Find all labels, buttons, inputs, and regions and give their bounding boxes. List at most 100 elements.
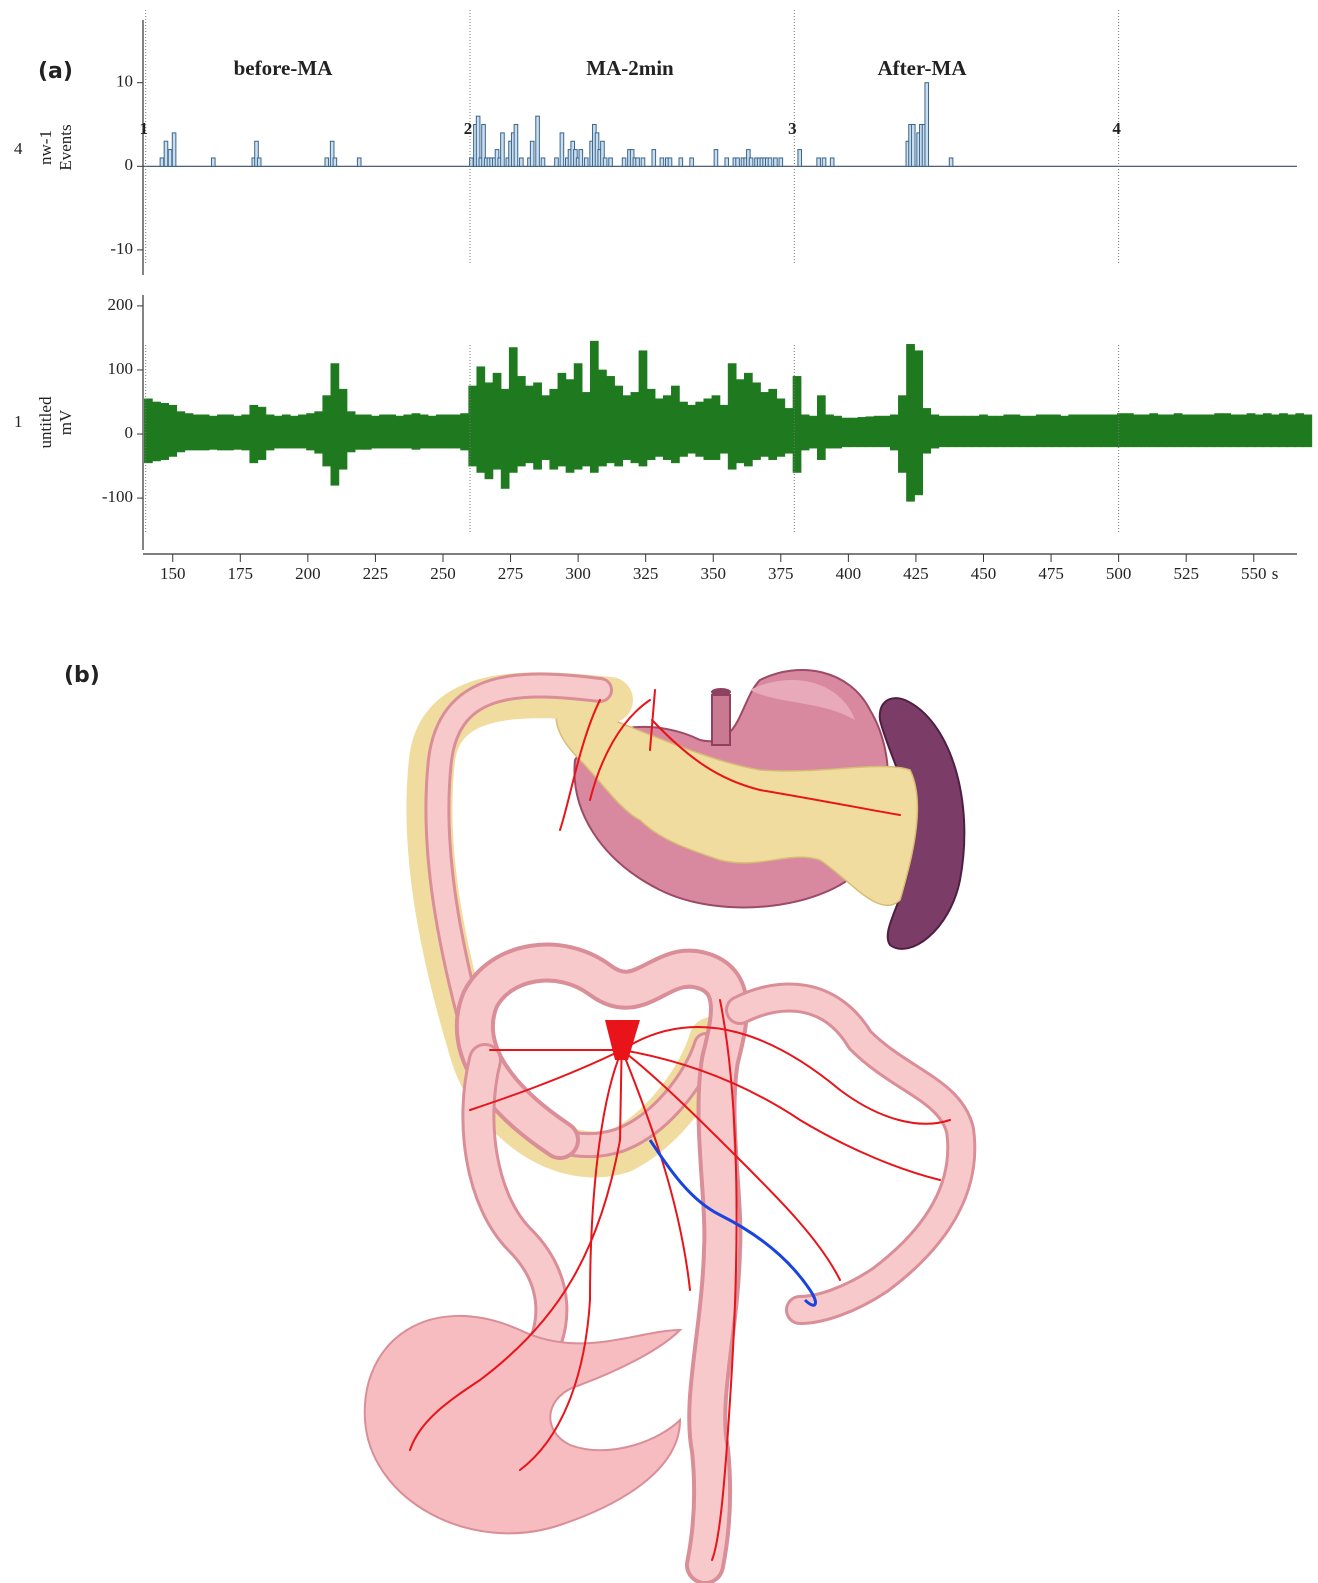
signal-range	[1044, 414, 1053, 448]
signal-range	[565, 379, 575, 473]
signal-range	[962, 415, 972, 448]
y-tick-label: 10	[116, 72, 133, 91]
event-bar	[356, 157, 362, 167]
signal-range	[906, 344, 915, 502]
signal-range	[160, 402, 169, 460]
signal-range	[517, 376, 526, 467]
channel-number: 4	[14, 139, 23, 158]
signal-range	[898, 395, 907, 473]
y-axis-label: Events	[56, 124, 75, 170]
signal-range	[865, 416, 875, 448]
signal-range	[1084, 414, 1094, 448]
signal-range	[1019, 415, 1029, 448]
signal-range	[589, 340, 599, 473]
signal-range	[152, 401, 161, 462]
signal-range	[508, 347, 518, 473]
event-bar	[748, 157, 754, 167]
signal-range	[914, 350, 923, 496]
signal-range	[1206, 414, 1215, 448]
signal-range	[735, 379, 745, 464]
signal-range	[1108, 414, 1118, 448]
signal-range	[1295, 413, 1305, 448]
signal-range	[1181, 414, 1191, 448]
panel-label: (a)	[38, 59, 73, 84]
event-bar	[475, 115, 481, 167]
signal-range	[225, 414, 234, 451]
signal-range	[638, 350, 648, 467]
signal-range	[200, 414, 210, 451]
signal-range	[711, 395, 721, 460]
signal-range	[784, 408, 794, 454]
x-tick-label: 350	[700, 564, 726, 583]
channel-number: 1	[14, 412, 23, 431]
signal-range	[995, 415, 1005, 448]
event-bar	[469, 157, 474, 167]
x-tick-label: 275	[498, 564, 524, 583]
signal-range	[249, 404, 259, 464]
event-bar	[767, 157, 773, 167]
signal-range	[1011, 414, 1021, 448]
signal-range	[289, 415, 299, 449]
marker-label: 3	[788, 119, 797, 138]
signal-range	[460, 413, 469, 451]
signal-range	[1076, 414, 1086, 448]
signal-range	[971, 415, 980, 448]
event-bar	[559, 132, 565, 167]
signal-range	[614, 385, 624, 467]
signal-range	[1035, 414, 1045, 448]
event-bar	[254, 140, 259, 167]
signal-range	[581, 392, 591, 467]
y-axis-label: mV	[56, 409, 75, 435]
anatomy-illustration	[363, 669, 977, 1583]
event-bar	[513, 124, 519, 167]
event-bar	[816, 157, 821, 167]
signal-range	[484, 382, 494, 480]
signal-range	[938, 415, 948, 448]
x-tick-label: 375	[768, 564, 794, 583]
signal-range	[727, 363, 737, 470]
event-bar	[948, 157, 954, 167]
y-tick-label: 0	[125, 155, 134, 174]
signal-range	[273, 415, 283, 449]
signal-range	[1100, 414, 1110, 448]
x-tick-label: 150	[160, 564, 186, 583]
signal-range	[849, 417, 859, 448]
signal-range	[1238, 414, 1248, 448]
signal-range	[387, 414, 396, 449]
event-bar	[651, 149, 657, 167]
signal-range	[192, 414, 202, 451]
marker-label: 4	[1112, 119, 1121, 138]
signal-range	[654, 398, 664, 457]
signal-range	[541, 395, 551, 460]
x-axis-unit: s	[1272, 564, 1279, 583]
signal-range	[427, 415, 437, 449]
signal-range	[744, 372, 753, 467]
signal-range	[371, 415, 380, 449]
signal-range	[979, 414, 988, 448]
signal-range	[695, 401, 705, 457]
x-tick-label: 225	[363, 564, 389, 583]
signal-range	[646, 388, 656, 460]
event-bar	[171, 132, 177, 167]
signal-range	[841, 417, 851, 448]
signal-range	[833, 415, 842, 449]
signal-range	[1303, 414, 1313, 448]
event-bar	[910, 124, 916, 167]
event-bar	[635, 157, 640, 167]
event-bar	[329, 140, 335, 167]
event-bar	[621, 157, 627, 167]
signal-range	[403, 414, 413, 449]
signal-range	[322, 395, 332, 467]
signal-range	[257, 406, 267, 460]
signal-range	[719, 404, 729, 454]
signal-range	[857, 417, 867, 448]
signal-range	[1198, 414, 1207, 448]
signal-range	[500, 388, 510, 489]
section-title: MA-2min	[586, 56, 674, 80]
y-tick-label: 0	[125, 423, 134, 442]
event-bar	[256, 157, 262, 167]
signal-range	[752, 382, 761, 460]
signal-range	[298, 414, 307, 449]
event-bar	[519, 157, 524, 167]
signal-range	[354, 414, 364, 450]
